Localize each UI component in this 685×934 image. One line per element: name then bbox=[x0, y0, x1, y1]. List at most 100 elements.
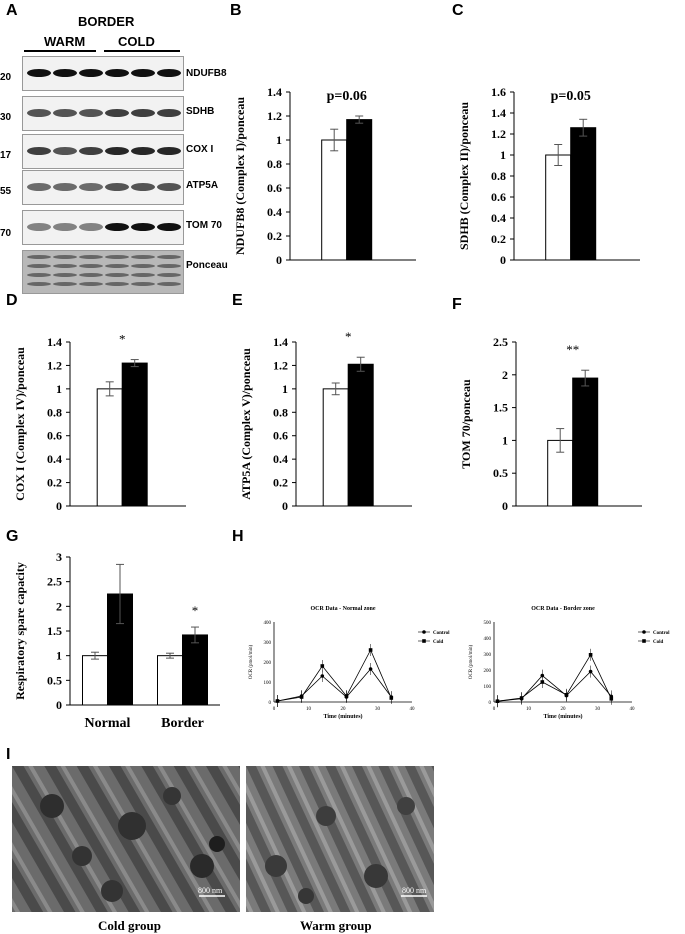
band-label-ponceau: Ponceau bbox=[186, 260, 228, 271]
series-line bbox=[497, 671, 612, 702]
bar bbox=[572, 377, 599, 507]
bar bbox=[121, 362, 148, 507]
y-tick-label: 2.5 bbox=[493, 335, 508, 349]
y-axis-label: NDUFB8 (Complex I)/ponceau bbox=[233, 97, 247, 255]
ponceau-band bbox=[27, 282, 51, 286]
mw-label-sdhb: 30 bbox=[0, 112, 12, 123]
panel-letter-i: I bbox=[6, 746, 11, 763]
mw-label-ndufb8: 20 bbox=[0, 72, 12, 83]
legend-label: Control bbox=[433, 631, 450, 636]
bar bbox=[322, 388, 349, 507]
y-tick-label: 1.4 bbox=[273, 335, 288, 349]
blot-band bbox=[157, 69, 181, 77]
y-tick-label: 100 bbox=[264, 681, 272, 686]
x-tick-label: 10 bbox=[306, 707, 312, 712]
legend-label: Control bbox=[653, 631, 670, 636]
y-tick-label: 0 bbox=[56, 499, 62, 513]
significance-annotation: p=0.05 bbox=[551, 89, 591, 104]
blot-band bbox=[53, 223, 77, 231]
ponceau-band bbox=[157, 255, 181, 259]
ponceau-band bbox=[27, 264, 51, 268]
ponceau-band bbox=[79, 264, 103, 268]
ponceau-band bbox=[105, 282, 129, 286]
ponceau-band bbox=[53, 255, 77, 259]
panel-letter-e: E bbox=[232, 292, 243, 309]
blot-sdhb bbox=[22, 96, 184, 131]
blot-band bbox=[157, 223, 181, 231]
bar bbox=[157, 655, 183, 706]
ponceau-band bbox=[27, 255, 51, 259]
ponceau-band bbox=[105, 255, 129, 259]
mw-label-cox-i: 17 bbox=[0, 150, 12, 161]
x-axis-label: Time (minutes) bbox=[543, 713, 582, 720]
y-tick-label: 1.5 bbox=[47, 624, 62, 638]
blot-band bbox=[79, 69, 103, 77]
blot-group-warm: WARM bbox=[44, 34, 86, 49]
y-tick-label: 2.5 bbox=[47, 575, 62, 589]
panel-letter-h: H bbox=[232, 528, 244, 545]
blot-group-warm-line bbox=[24, 50, 96, 52]
ponceau-band bbox=[79, 282, 103, 286]
bar-chart-e: 0 0.2 0.4 0.6 0.8 1 1.2 1.4 ATP5A (Complex V)/po… bbox=[239, 330, 412, 513]
y-axis-label: OCR (pmol/min) bbox=[249, 645, 254, 680]
ponceau-band bbox=[157, 273, 181, 277]
y-tick-label: 0.4 bbox=[47, 452, 62, 466]
y-tick-label: 300 bbox=[484, 653, 492, 658]
y-tick-label: 0.6 bbox=[267, 181, 282, 195]
y-tick-label: 1.2 bbox=[47, 358, 62, 372]
band-label-ndufb8: NDUFB8 bbox=[186, 68, 227, 79]
y-tick-label: 1 bbox=[500, 148, 506, 162]
panel-letter-c: C bbox=[452, 2, 464, 19]
blot-band bbox=[131, 147, 155, 155]
bar bbox=[570, 127, 597, 261]
panel-letter-b: B bbox=[230, 2, 242, 19]
blot-band bbox=[131, 109, 155, 117]
x-tick-label: 30 bbox=[375, 707, 381, 712]
blot-band bbox=[53, 109, 77, 117]
x-tick-label: 0 bbox=[273, 707, 276, 712]
band-label-tom70: TOM 70 bbox=[186, 220, 222, 231]
y-tick-label: 0.4 bbox=[491, 211, 506, 225]
bar-chart-g: 0 0.5 1 1.5 2 2.5 3 Respiratory spare capacity N… bbox=[13, 550, 220, 731]
x-tick-label: 20 bbox=[341, 707, 347, 712]
blot-band bbox=[105, 223, 129, 231]
blot-group-cold-line bbox=[104, 50, 180, 52]
bar bbox=[82, 655, 108, 706]
blot-tom70 bbox=[22, 210, 184, 245]
y-tick-label: 0 bbox=[56, 698, 62, 712]
y-tick-label: 0.2 bbox=[47, 476, 62, 490]
panel-letter-g: G bbox=[6, 528, 19, 545]
y-tick-label: 1.2 bbox=[273, 358, 288, 372]
y-tick-label: 300 bbox=[264, 641, 272, 646]
ponceau-band bbox=[105, 273, 129, 277]
mw-label-atp5a: 55 bbox=[0, 186, 12, 197]
blot-band bbox=[131, 69, 155, 77]
y-tick-label: 0 bbox=[489, 701, 492, 706]
legend-label: Cold bbox=[433, 640, 444, 645]
y-tick-label: 0.6 bbox=[491, 190, 506, 204]
blot-band bbox=[79, 183, 103, 191]
y-tick-label: 0.6 bbox=[273, 429, 288, 443]
bar-chart-c: 0 0.2 0.4 0.6 0.8 1 1.2 1.4 1.6 SDHB (Complex II)… bbox=[457, 85, 640, 267]
blot-ndufb8 bbox=[22, 56, 184, 91]
ponceau-band bbox=[53, 273, 77, 277]
y-tick-label: 0.8 bbox=[47, 405, 62, 419]
significance-annotation: p=0.06 bbox=[327, 89, 367, 104]
x-tick-label: 40 bbox=[410, 707, 416, 712]
x-category-label: Border bbox=[161, 716, 204, 731]
y-tick-label: 0 bbox=[502, 499, 508, 513]
y-tick-label: 0.6 bbox=[47, 429, 62, 443]
y-tick-label: 1 bbox=[56, 649, 62, 663]
significance-annotation: * bbox=[345, 330, 352, 344]
x-tick-label: 0 bbox=[493, 707, 496, 712]
bar-chart-f: 0 0.5 1 1.5 2 2.5 TOM 70/ponceau ** bbox=[459, 335, 642, 513]
y-tick-label: 400 bbox=[484, 637, 492, 642]
ponceau-band bbox=[157, 282, 181, 286]
y-axis-label: Respiratory spare capacity bbox=[13, 562, 27, 700]
ponceau-band bbox=[131, 255, 155, 259]
y-tick-label: 3 bbox=[56, 550, 62, 564]
ponceau-band bbox=[53, 264, 77, 268]
blot-band bbox=[27, 109, 51, 117]
bar-chart-d: 0 0.2 0.4 0.6 0.8 1 1.2 1.4 COX I (Complex IV)/p… bbox=[13, 332, 186, 513]
bar bbox=[346, 119, 373, 261]
